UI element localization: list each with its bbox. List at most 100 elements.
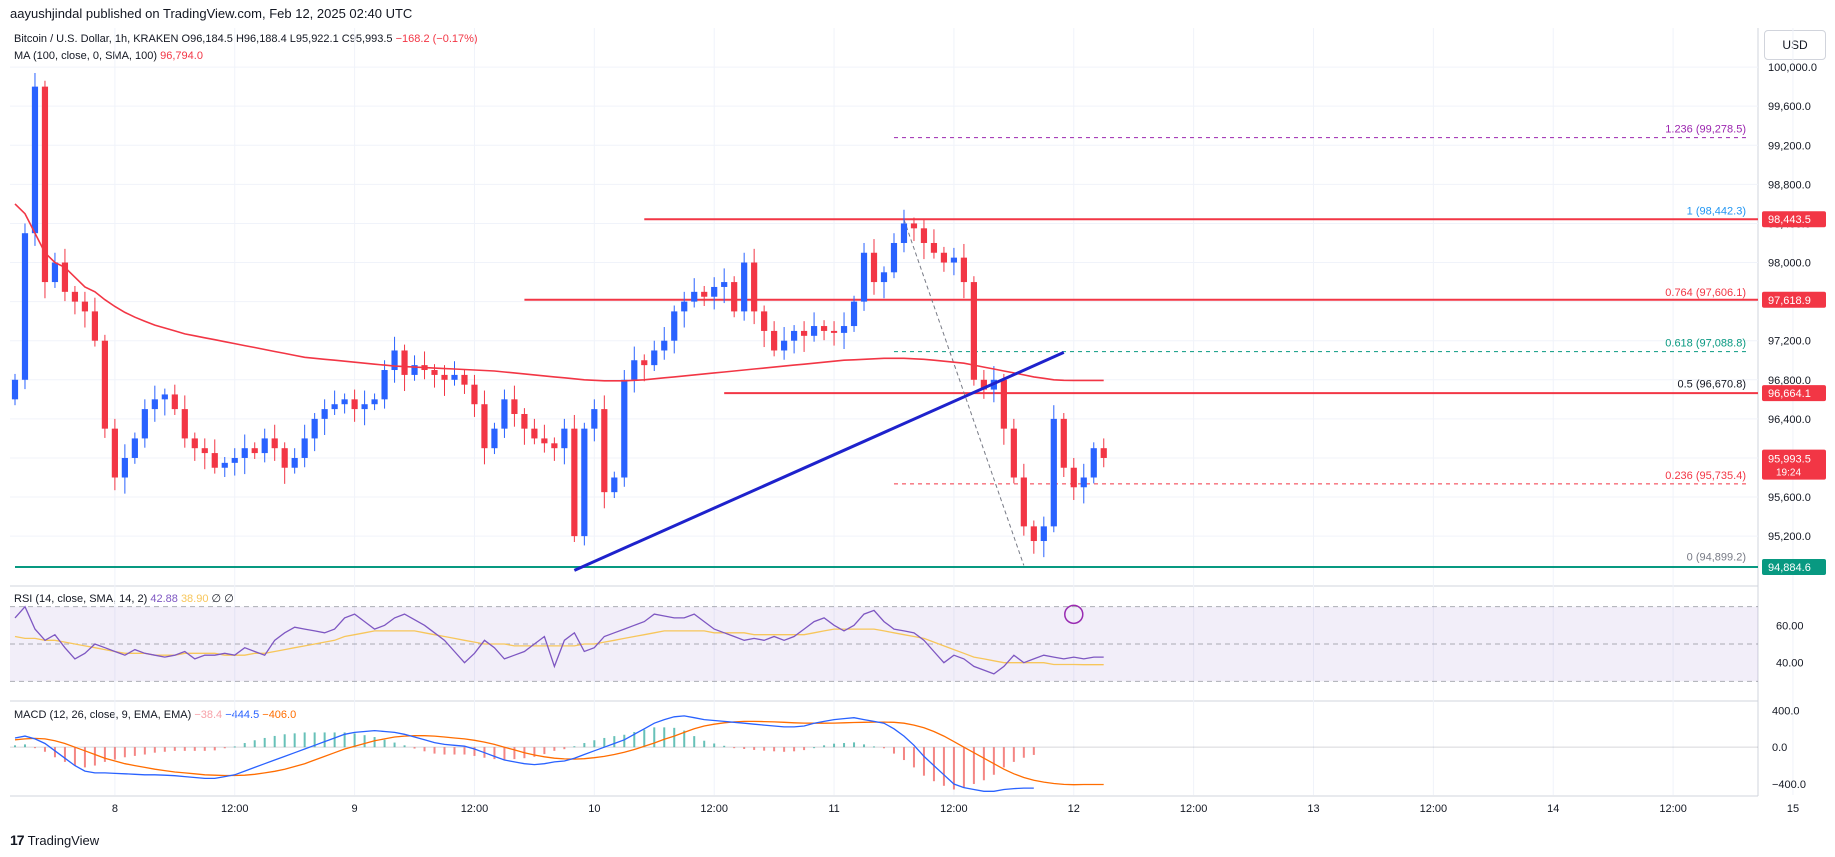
candle-body [800,330,808,336]
current-price-text: 95,993.5 [1768,454,1811,466]
candle-body [361,404,368,410]
macd-tick-label: 0.0 [1772,742,1787,754]
rsi-line [14,605,1104,675]
price-tick-label: 100,000.0 [1768,62,1817,74]
candle-body [271,438,278,449]
macd-hist-bar [723,745,726,748]
time-tick-label: 9 [352,803,358,815]
ohlc-low: L95,922.1 [289,33,339,45]
candle-body [970,282,977,380]
candle-body [1050,418,1057,527]
candle-body [541,438,548,444]
fib-level-label: 0.618 (97,088.8) [1665,338,1746,350]
time-tick-label: 12:00 [700,803,728,815]
price-tick-label: 96,800.0 [1768,375,1811,387]
candle-body [721,282,728,287]
symbol-title[interactable]: Bitcoin / U.S. Dollar, 1h, KRAKEN [14,33,179,45]
publish-header: aayushjindal published on TradingView.co… [10,6,413,21]
candle-body [641,360,648,366]
candle-body [1000,379,1007,429]
macd-hist-bar [1012,747,1015,762]
macd-hist-bar [653,727,656,748]
candle-body [151,399,158,410]
rsi-label: RSI (14, close, SMA, 14, 2) [14,593,148,605]
candle-body [531,428,538,439]
macd-hist-bar [623,734,626,748]
macd-hist-bar [543,747,546,755]
macd-hist-bar [783,747,786,752]
macd-hist-bar [863,744,866,748]
macd-hist-bar [873,746,876,748]
candle-body [1020,477,1027,527]
candle-body [431,370,438,375]
macd-hist-bar [763,747,766,751]
macd-hist-value: −38.4 [194,709,223,721]
macd-legend[interactable]: MACD (12, 26, close, 9, EMA, EMA) −38.4 … [14,709,296,721]
macd-hist-bar [823,745,826,748]
price-axis-tag-text: 94,884.6 [1768,562,1811,574]
candle-body [960,257,968,283]
time-tick-label: 12:00 [1180,803,1208,815]
price-tick-label: 99,200.0 [1768,140,1811,152]
candle-body [731,282,738,312]
price-tick-label: 99,600.0 [1768,101,1811,113]
macd-hist-bar [113,747,116,760]
candle-body [890,242,898,273]
countdown-text: 19:24 [1776,468,1801,479]
candle-body [231,457,238,463]
macd-hist-bar [853,742,856,748]
price-tick-label: 98,000.0 [1768,258,1811,270]
macd-hist-bar [1002,747,1005,768]
macd-signal-value: −406.0 [262,709,297,721]
candle-body [651,350,658,366]
macd-hist-bar [213,747,216,751]
macd-hist-bar [982,747,985,781]
macd-hist-bar [803,747,806,751]
time-tick-label: 12:00 [221,803,249,815]
ma-label: MA (100, close, 0, SMA, 100) [14,50,158,62]
price-axis-tag [1762,558,1826,575]
macd-hist-bar [902,747,905,761]
candle-body [331,404,338,410]
currency-button[interactable]: USD [1764,30,1826,60]
candle-body [291,457,298,468]
rsi-legend[interactable]: RSI (14, close, SMA, 14, 2) 42.88 38.90 … [14,592,234,605]
macd-hist-bar [693,736,696,748]
time-tick-label: 11 [828,803,839,815]
ma100-line [14,203,1104,382]
candle-body [171,394,178,410]
macd-hist-bar [273,735,276,748]
macd-hist-bar [463,747,466,755]
macd-hist-bar [453,747,456,755]
candle-body [521,413,528,429]
ohlc-high: H96,188.4 [235,33,287,45]
macd-hist-bar [303,732,306,748]
candle-body [791,330,798,341]
fib-level-label: 0 (94,899.2) [1687,552,1746,564]
macd-hist-bar [383,739,386,748]
ma-legend[interactable]: MA (100, close, 0, SMA, 100) 96,794.0 [14,50,203,62]
macd-hist-bar [843,743,846,748]
macd-hist-bar [73,747,76,766]
candle-body [681,301,688,312]
candle-body [11,379,19,400]
candle-body [551,443,558,449]
rsi-value: 42.88 [150,593,178,605]
macd-hist-bar [613,736,616,748]
macd-hist-bar [353,733,356,748]
macd-hist-bar [942,747,945,786]
candle-body [830,330,838,333]
macd-hist-bar [753,747,756,750]
macd-tick-label: 400.0 [1772,705,1800,717]
footer-brand[interactable]: 17 TradingView [10,832,99,848]
time-tick-label: 8 [112,803,118,815]
time-tick-label: 10 [588,803,600,815]
macd-hist-bar [573,746,576,748]
macd-hist-bar [413,747,416,749]
candle-body [900,223,908,243]
candle-body [101,340,108,429]
candle-body [51,262,59,283]
macd-hist-bar [683,730,686,748]
macd-hist-bar [233,746,236,748]
